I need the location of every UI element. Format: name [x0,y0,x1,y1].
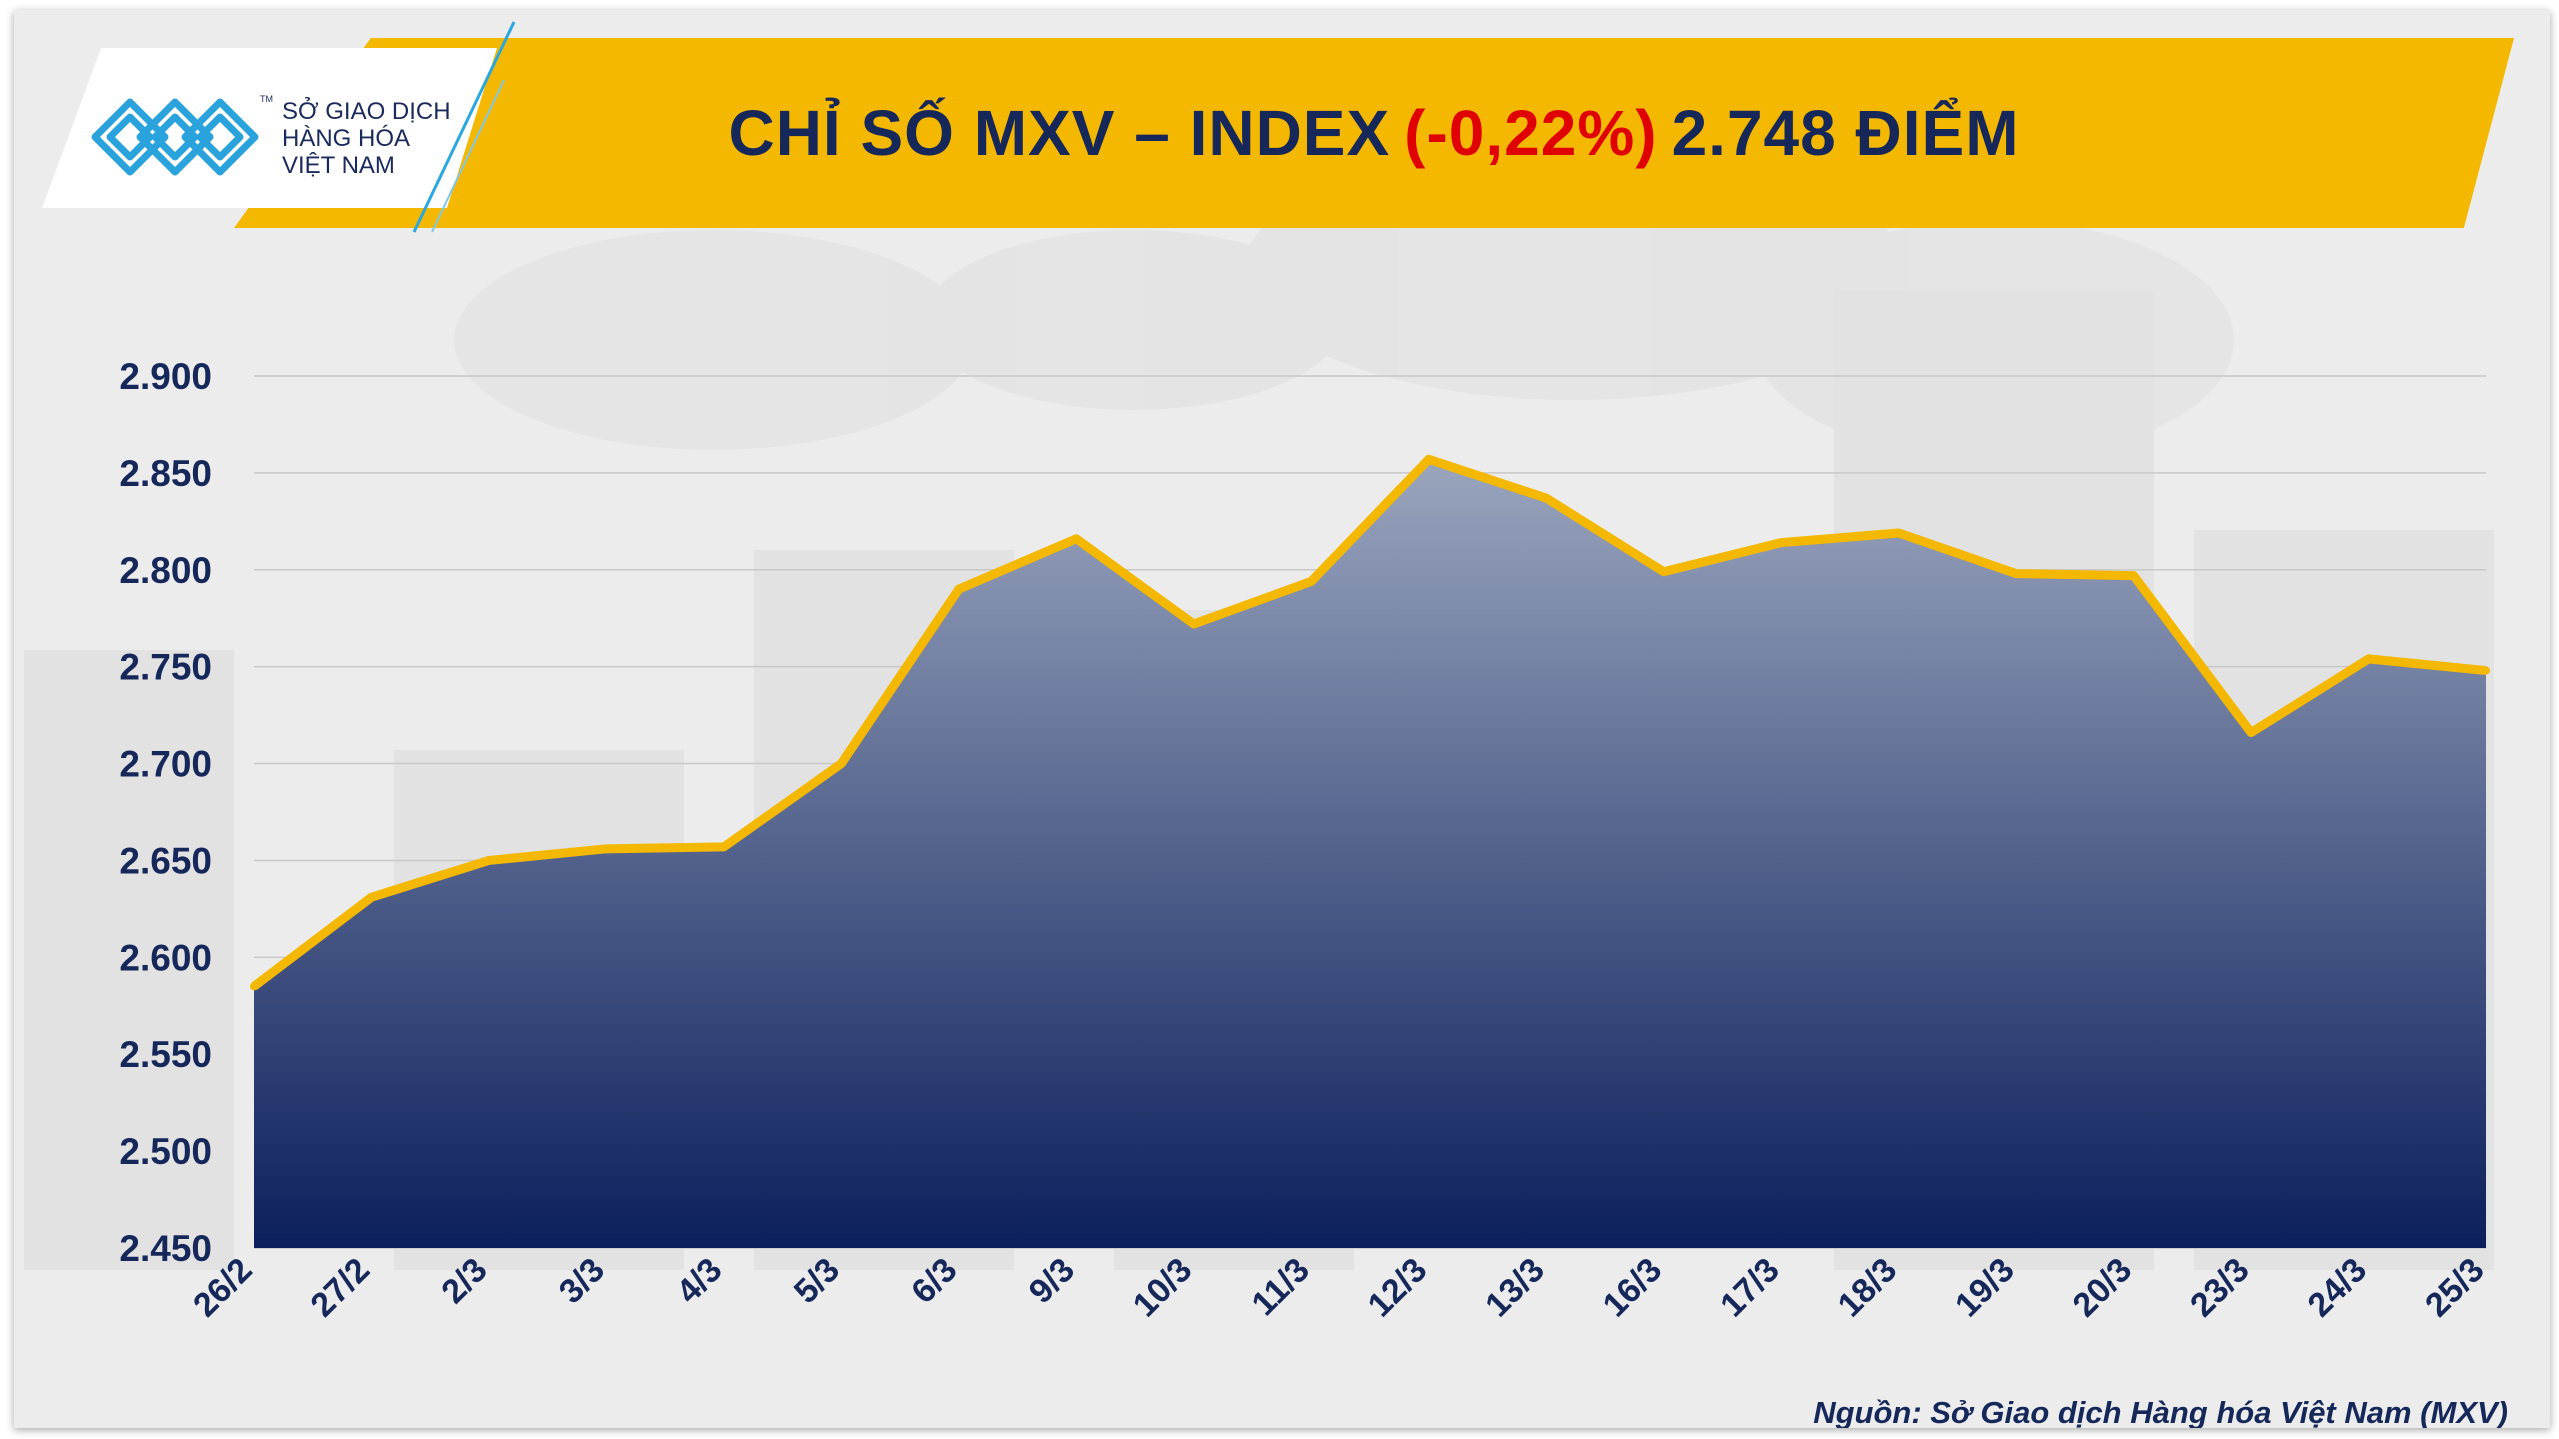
data-point [1424,455,1433,464]
data-point [2129,571,2138,580]
x-tick-label: 27/2 [303,1251,377,1325]
y-tick-label: 2.800 [119,550,212,591]
x-tick-label: 12/3 [1361,1251,1435,1325]
y-tick-label: 2.500 [119,1131,212,1172]
x-tick-label: 18/3 [1831,1251,1905,1325]
data-point [2247,728,2256,737]
x-tick-label: 10/3 [1126,1251,1200,1325]
x-tick-label: 24/3 [2301,1251,2375,1325]
x-axis-ticks: 26/2 27/2 2/3 3/3 4/3 5/3 6/3 9/3 10/3 11/3 12/3 13… [186,1251,2492,1325]
data-point [1777,538,1786,547]
data-point [250,982,258,991]
logo-text: SỞ GIAO DỊCH HÀNG HÓA VIỆT NAM [282,98,451,179]
data-point [602,844,611,853]
data-point [1072,534,1081,543]
data-point [367,893,376,902]
data-point [2364,654,2373,663]
logo-trademark: TM [260,94,273,104]
y-tick-label: 2.550 [119,1034,212,1075]
data-point [1189,620,1198,629]
x-tick-label: 4/3 [669,1251,729,1311]
data-point [1542,494,1551,503]
mxv-logo-icon [91,98,259,176]
x-tick-label: 23/3 [2183,1251,2257,1325]
y-tick-label: 2.450 [119,1228,212,1269]
y-tick-label: 2.750 [119,647,212,688]
series-line [250,454,2490,991]
logo-line1: SỞ GIAO DỊCH [282,98,451,125]
data-point [1659,567,1668,576]
index-area-chart: 2.450 2.500 2.550 2.600 2.650 2.700 2.750 2.800… [119,356,2492,1325]
title-change: (-0,22%) [1404,97,1658,169]
chart-frame: CHỈ SỐ MXV – INDEX (-0,22%) 2.748 ĐIỂM T… [14,10,2550,1428]
x-tick-label: 9/3 [1022,1251,1082,1311]
title-banner [234,38,2514,228]
logo-accent-lines [412,21,516,233]
data-point [719,842,728,851]
y-tick-label: 2.700 [119,744,212,785]
x-tick-label: 13/3 [1478,1251,1552,1325]
x-tick-label: 16/3 [1596,1251,1670,1325]
source-note: Nguồn: Sở Giao dịch Hàng hóa Việt Nam (M… [1813,1395,2508,1428]
y-tick-label: 2.850 [119,453,212,494]
y-tick-label: 2.650 [119,840,212,881]
data-point [837,759,846,768]
x-tick-label: 6/3 [904,1251,964,1311]
x-tick-label: 25/3 [2418,1251,2492,1325]
data-point [484,856,493,865]
data-point [1894,528,1903,537]
x-tick-label: 17/3 [1713,1251,1787,1325]
x-tick-label: 3/3 [552,1251,612,1311]
chart-title: CHỈ SỐ MXV – INDEX (-0,22%) 2.748 ĐIỂM [374,38,2374,228]
data-point [954,585,963,594]
y-tick-label: 2.600 [119,937,212,978]
logo-line2: HÀNG HÓA [282,125,411,152]
y-tick-label: 2.900 [119,356,212,397]
data-point [2012,569,2021,578]
data-point [2482,666,2490,675]
x-tick-label: 5/3 [787,1251,847,1311]
area-series [254,459,2486,1248]
area-fill [254,459,2486,1248]
x-tick-label: 20/3 [2066,1251,2140,1325]
index-line [251,454,2487,990]
y-axis-ticks: 2.450 2.500 2.550 2.600 2.650 2.700 2.750 2.800… [119,356,212,1269]
x-tick-label: 19/3 [1948,1251,2022,1325]
title-prefix: CHỈ SỐ MXV – INDEX [728,97,1391,169]
logo-line3: VIỆT NAM [282,152,395,179]
x-tick-label: 11/3 [1245,1251,1317,1323]
data-point [1307,577,1316,586]
title-value: 2.748 ĐIỂM [1671,97,2020,169]
x-tick-label: 2/3 [434,1251,494,1311]
